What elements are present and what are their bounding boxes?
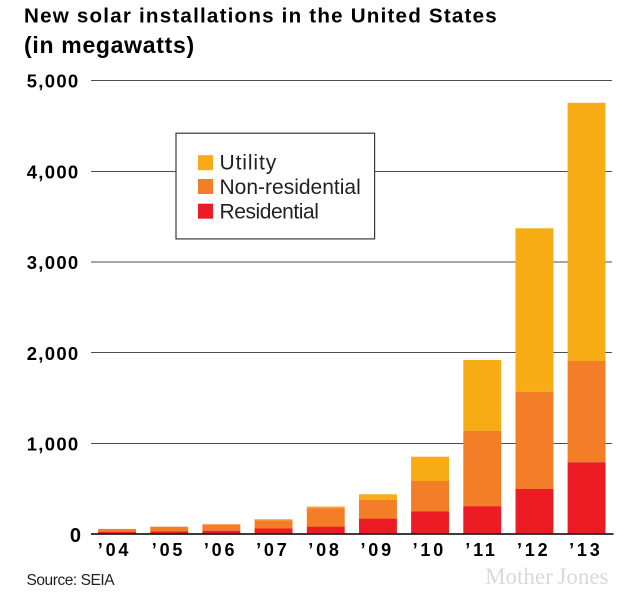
- svg-text:1,000: 1,000: [27, 434, 80, 455]
- svg-text:3,000: 3,000: [27, 252, 80, 273]
- svg-text:’09: ’09: [360, 540, 393, 560]
- svg-text:Residential: Residential: [220, 201, 319, 224]
- svg-text:Utility: Utility: [220, 151, 278, 174]
- svg-text:’06: ’06: [204, 540, 237, 560]
- svg-text:’04: ’04: [98, 540, 131, 560]
- svg-text:’13: ’13: [569, 540, 602, 560]
- svg-text:’10: ’10: [413, 540, 446, 560]
- svg-text:Source: SEIA: Source: SEIA: [27, 572, 116, 589]
- svg-text:Mother Jones: Mother Jones: [485, 564, 608, 589]
- svg-text:’05: ’05: [152, 540, 185, 560]
- svg-text:0: 0: [70, 525, 81, 547]
- svg-text:5,000: 5,000: [27, 71, 80, 92]
- svg-text:(in megawatts): (in megawatts): [24, 32, 195, 58]
- svg-text:Non-residential: Non-residential: [220, 176, 361, 199]
- svg-text:4,000: 4,000: [27, 161, 80, 182]
- svg-text:2,000: 2,000: [27, 343, 80, 364]
- svg-text:’08: ’08: [308, 540, 341, 560]
- svg-text:’07: ’07: [256, 540, 289, 560]
- svg-text:New solar installations in the: New solar installations in the United St…: [24, 5, 498, 28]
- svg-text:’11: ’11: [465, 540, 497, 560]
- svg-text:’12: ’12: [517, 540, 550, 560]
